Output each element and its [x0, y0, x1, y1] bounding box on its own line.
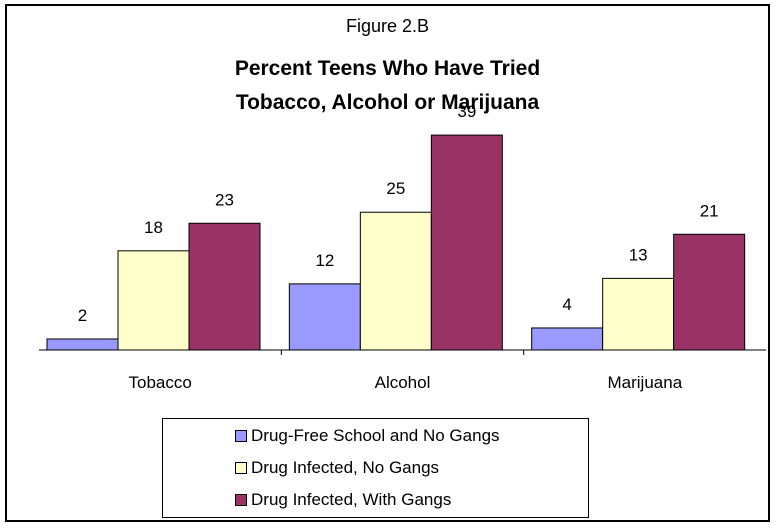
chart-frame: Figure 2.B Percent Teens Who Have Tried …	[5, 4, 770, 522]
bar-alcohol-drug-free-school-and-no-gangs	[288, 283, 361, 351]
data-label-alcohol-drug-infected-with-gangs: 39	[457, 102, 476, 121]
legend-label-drug-infected-no-gangs: Drug Infected, No Gangs	[251, 458, 440, 477]
figure-label: Figure 2.B	[345, 16, 430, 36]
data-label-tobacco-drug-infected-with-gangs: 23	[215, 190, 234, 209]
legend-item-drug-infected-no-gangs: Drug Infected, No Gangs	[235, 457, 439, 479]
chart-title: Percent Teens Who Have Tried Tobacco, Al…	[7, 52, 768, 120]
legend-item-drug-infected-with-gangs: Drug Infected, With Gangs	[235, 489, 451, 511]
x-tick-label-tobacco: Tobacco	[129, 373, 192, 392]
data-label-marijuana-drug-infected-with-gangs: 21	[700, 201, 719, 220]
data-label-alcohol-drug-infected-no-gangs: 25	[386, 179, 405, 198]
bar-marijuana-drug-free-school-and-no-gangs	[531, 327, 604, 351]
data-label-tobacco-drug-infected-no-gangs: 18	[144, 218, 163, 237]
bar-marijuana-drug-infected-no-gangs	[602, 277, 675, 351]
data-label-tobacco-drug-free-school-and-no-gangs: 2	[78, 306, 87, 325]
data-label-marijuana-drug-infected-no-gangs: 13	[629, 245, 648, 264]
bar-chart: 2 18 23 Tobacco 12 25 39 Alcohol 4 13 21 Marijuana	[39, 102, 766, 392]
bar-alcohol-drug-infected-no-gangs	[359, 211, 432, 351]
chart-title-line-1: Percent Teens Who Have Tried	[234, 57, 541, 80]
data-label-marijuana-drug-free-school-and-no-gangs: 4	[562, 295, 571, 314]
legend-label-drug-infected-with-gangs: Drug Infected, With Gangs	[251, 490, 452, 509]
legend-swatch-drug-infected-with-gangs	[235, 494, 247, 506]
legend-swatch-drug-free	[235, 430, 247, 442]
data-label-alcohol-drug-free-school-and-no-gangs: 12	[315, 251, 334, 270]
chart-title-line-2: Tobacco, Alcohol or Marijuana	[235, 91, 540, 114]
chart-legend: Drug-Free School and No Gangs Drug Infec…	[162, 418, 589, 518]
legend-swatch-drug-infected-no-gangs	[235, 462, 247, 474]
bar-tobacco-drug-free-school-and-no-gangs	[46, 338, 119, 351]
bar-marijuana-drug-infected-with-gangs	[673, 233, 746, 351]
bar-tobacco-drug-infected-with-gangs	[188, 222, 261, 351]
legend-item-drug-free: Drug-Free School and No Gangs	[235, 425, 500, 447]
x-tick-label-marijuana: Marijuana	[608, 373, 683, 392]
bar-tobacco-drug-infected-no-gangs	[117, 250, 190, 351]
bar-alcohol-drug-infected-with-gangs	[430, 134, 503, 351]
x-tick-label-alcohol: Alcohol	[375, 373, 431, 392]
legend-label-drug-free: Drug-Free School and No Gangs	[251, 426, 500, 445]
